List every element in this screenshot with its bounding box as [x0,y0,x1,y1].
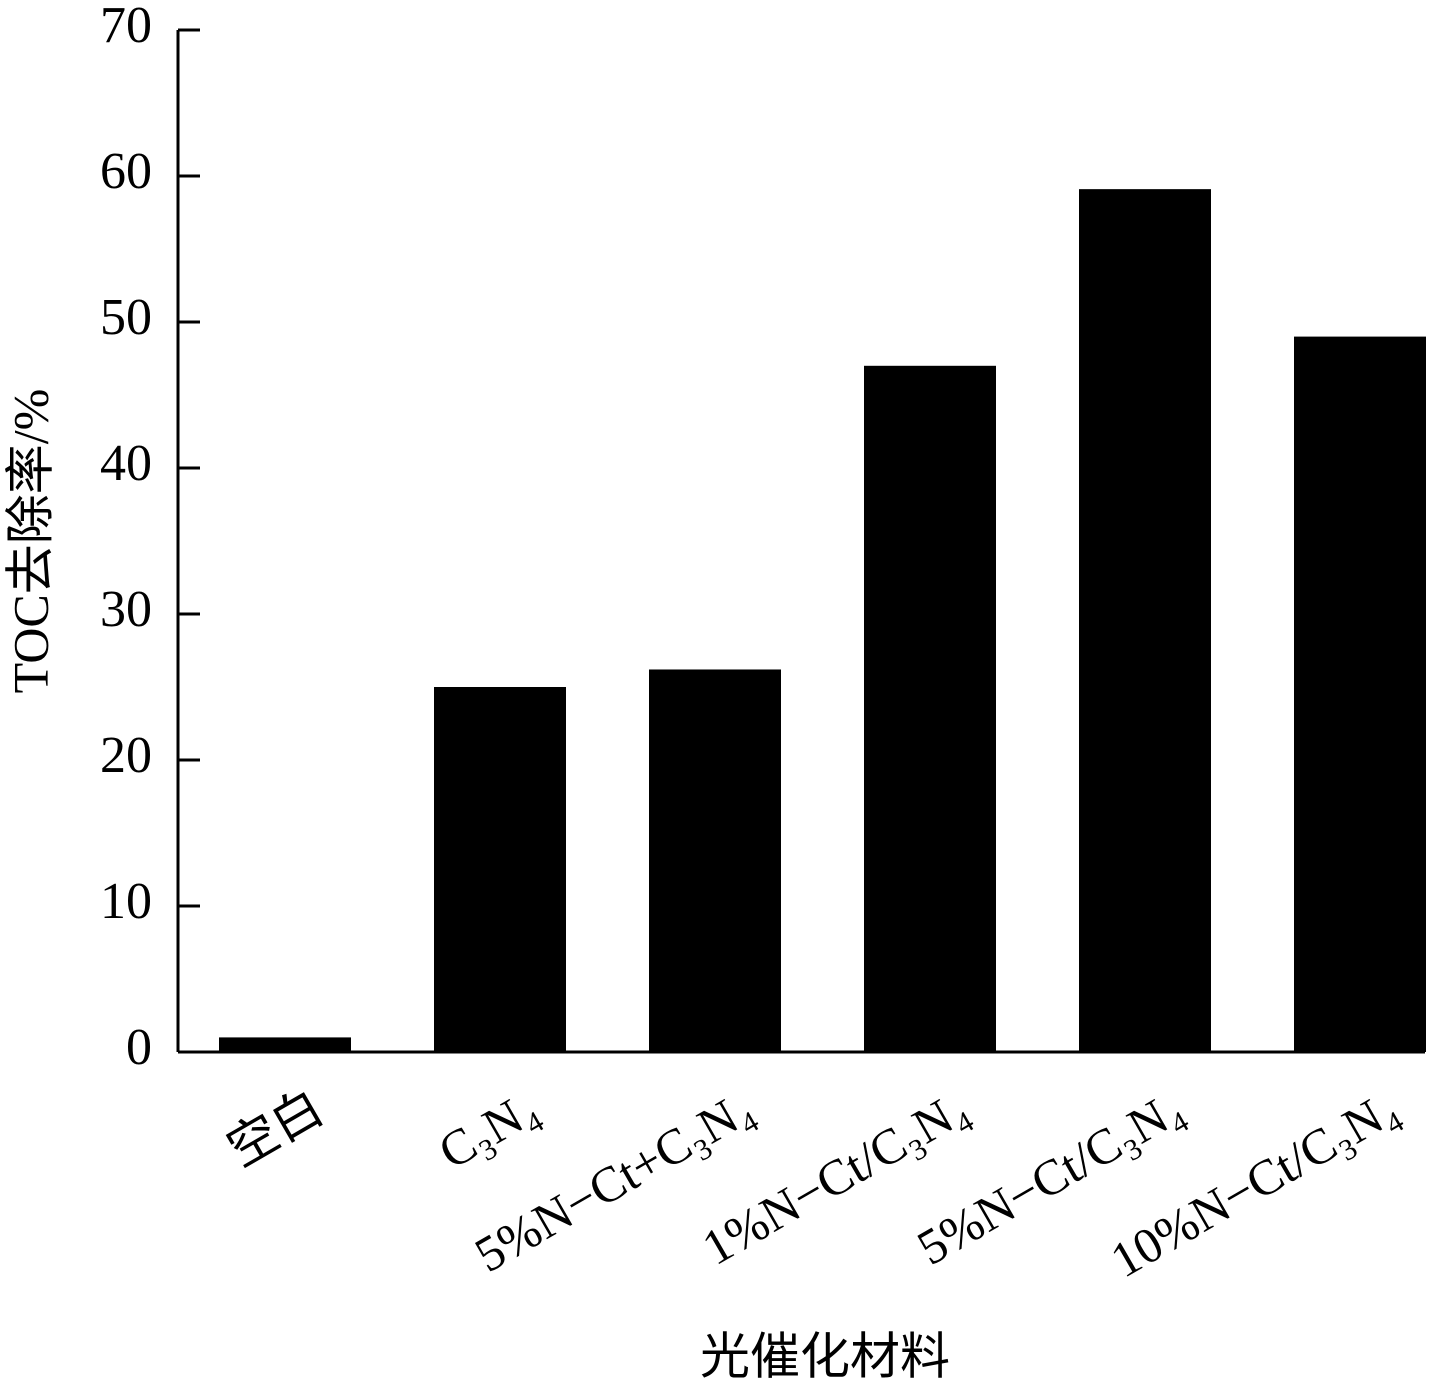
y-tick-label: 0 [126,1019,152,1076]
x-axis-title: 光催化材料 [700,1328,950,1384]
bar [434,687,566,1052]
y-tick-label: 60 [100,143,152,200]
x-tick-label: C₃N₄ [429,1079,547,1180]
y-tick-label: 30 [100,581,152,638]
bar [1294,336,1426,1053]
y-tick-label: 10 [100,873,152,930]
y-tick-label: 20 [100,727,152,784]
x-tick-label: 空白 [218,1079,333,1177]
y-tick-label: 40 [100,435,152,492]
bar [649,669,781,1052]
bar [1079,189,1211,1052]
bar [864,365,996,1052]
bar [219,1037,351,1052]
y-tick-label: 50 [100,289,152,346]
y-axis-title: TOC去除率/% [2,389,58,694]
y-tick-label: 70 [100,0,152,54]
